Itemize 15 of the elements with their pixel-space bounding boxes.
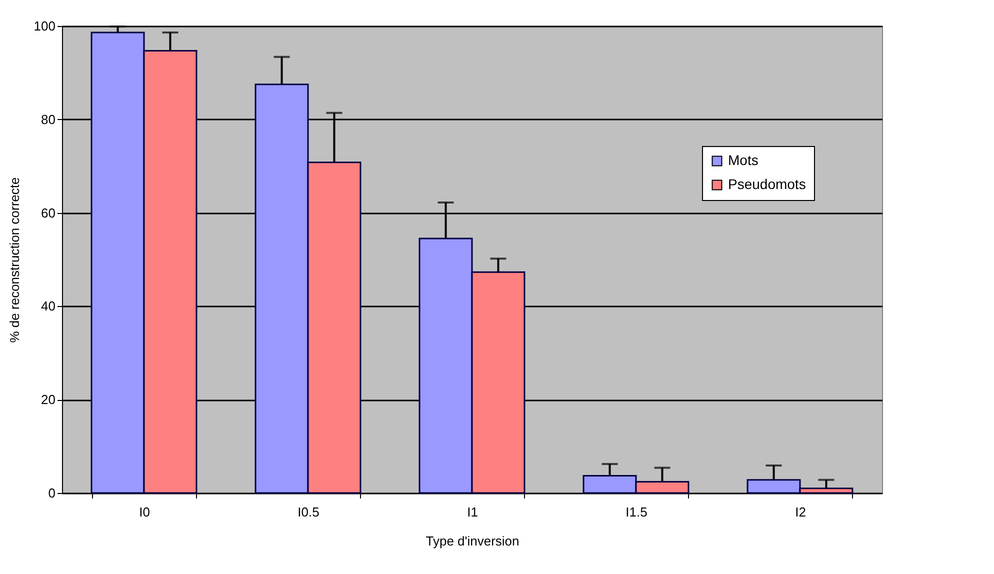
legend-label: Mots [728, 152, 758, 168]
x-tick-label: I1.5 [626, 504, 648, 520]
x-axis-title: Type d'inversion [426, 534, 520, 548]
y-axis-title: % de reconstruction correcte [6, 177, 22, 343]
x-tick-label: I1 [467, 504, 478, 520]
y-tick-label: 80 [41, 112, 56, 127]
legend-label: Pseudomots [728, 176, 806, 192]
y-tick-label: 100 [34, 18, 56, 34]
x-tick-label: I0.5 [298, 504, 320, 520]
x-tick-label: I2 [795, 504, 806, 520]
y-tick-label: 40 [41, 298, 56, 314]
y-tick-label: 20 [41, 392, 56, 408]
y-tick-label: 0 [48, 486, 56, 500]
y-tick-label: 60 [41, 205, 56, 220]
x-tick-label: I0 [139, 504, 150, 520]
